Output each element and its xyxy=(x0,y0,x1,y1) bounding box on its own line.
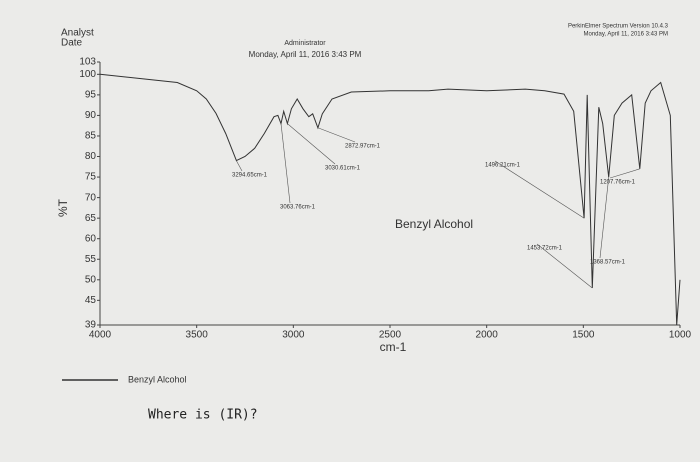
x-tick-label: 3000 xyxy=(282,330,305,341)
y-tick-label: 55 xyxy=(85,254,97,265)
peak-leader xyxy=(317,127,356,143)
spectrum-line xyxy=(99,73,681,326)
timestamp: Monday, April 11, 2016 3:43 PM xyxy=(249,50,362,59)
x-tick-label: 2500 xyxy=(379,330,402,341)
x-tick-label: 1500 xyxy=(572,330,595,341)
peak-leader xyxy=(287,123,336,165)
analyst-label: Analyst xyxy=(61,28,94,39)
y-tick-label: 85 xyxy=(85,131,97,142)
x-tick-label: 4000 xyxy=(89,330,112,341)
peak-leader xyxy=(536,243,593,289)
y-tick-label: 60 xyxy=(85,233,97,244)
y-tick-label: 50 xyxy=(85,274,97,285)
peak-label: 1496.21cm-1 xyxy=(485,163,521,169)
x-tick-label: 3500 xyxy=(186,330,209,341)
software-timestamp: Monday, April 11, 2016 3:43 PM xyxy=(584,32,669,38)
y-tick-label: 95 xyxy=(85,90,97,101)
software: PerkinElmer Spectrum Version 10.4.3 xyxy=(568,24,669,30)
handwritten-note: Where is (IR)? xyxy=(148,408,258,423)
peak-label: 2872.97cm-1 xyxy=(345,144,381,150)
y-tick-label: 90 xyxy=(85,110,97,121)
x-axis-label: cm-1 xyxy=(380,340,407,354)
y-tick-label: 100 xyxy=(79,69,96,80)
date-label: Date xyxy=(61,38,83,49)
x-tick-label: 1000 xyxy=(669,330,692,341)
y-tick-label: 75 xyxy=(85,172,97,183)
y-tick-label: 45 xyxy=(85,295,97,306)
peak-leader xyxy=(494,160,585,219)
peak-leader xyxy=(236,160,243,172)
peak-leader xyxy=(599,177,610,259)
y-tick-label: 80 xyxy=(85,151,97,162)
x-tick-label: 2000 xyxy=(476,330,499,341)
peak-label: 3063.76cm-1 xyxy=(280,205,316,211)
peak-label: 3030.61cm-1 xyxy=(325,166,361,172)
peak-label: 1207.76cm-1 xyxy=(600,180,636,186)
peak-label: 1368.57cm-1 xyxy=(590,260,626,266)
legend-label: Benzyl Alcohol xyxy=(128,374,187,384)
y-axis-label: %T xyxy=(56,198,70,217)
peak-label: 3294.65cm-1 xyxy=(232,173,268,179)
operator: Administrator xyxy=(284,40,326,47)
peak-leader xyxy=(280,123,291,204)
y-tick-label: 39 xyxy=(85,320,97,331)
peak-label: 1453.72cm-1 xyxy=(527,246,563,252)
y-tick-label: 70 xyxy=(85,192,97,203)
peak-leader xyxy=(609,168,640,179)
y-tick-label: 65 xyxy=(85,213,97,224)
y-tick-label: 103 xyxy=(79,57,96,68)
plot-label: Benzyl Alcohol xyxy=(395,217,473,231)
